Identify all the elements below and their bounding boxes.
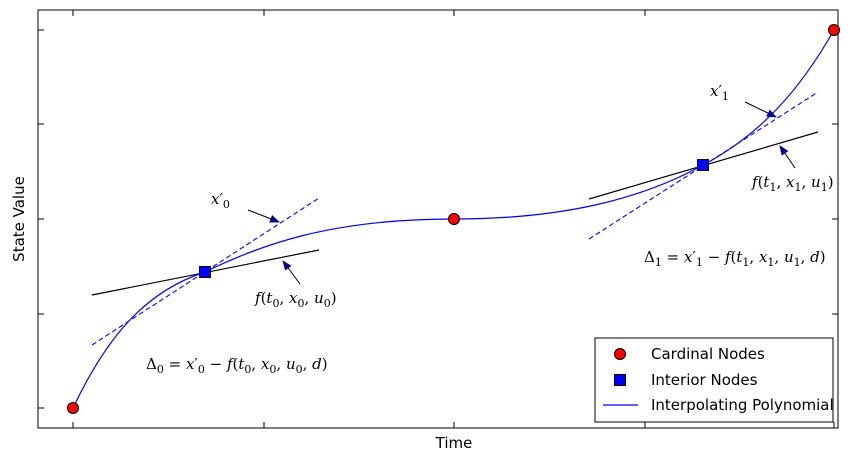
label-xprime1: x′1 — [710, 82, 729, 103]
legend-interior-label: Interior Nodes — [651, 371, 758, 389]
legend-interior-marker — [614, 374, 626, 386]
interior-node — [199, 266, 211, 278]
label-f1: f(t1, x1, u1) — [751, 173, 834, 194]
cardinal-node — [828, 24, 840, 36]
derivative-tangent-0 — [91, 197, 320, 346]
legend-cardinal-marker — [614, 348, 626, 360]
label-delta1: Δ1 = x′1 − f(t1, x1, u1, d) — [644, 248, 826, 269]
x-ticks — [72, 10, 835, 428]
label-delta0: Δ0 = x′0 − f(t0, x0, u0, d) — [146, 355, 328, 376]
arrow-xprime0 — [247, 209, 280, 223]
y-axis-label: State Value — [10, 176, 28, 262]
label-f0: f(t0, x0, u0) — [254, 289, 337, 310]
x-axis-label: Time — [435, 434, 473, 452]
legend-box — [594, 337, 834, 423]
legend-cardinal-label: Cardinal Nodes — [651, 345, 765, 363]
arrow-f0 — [282, 260, 301, 285]
label-xprime0: x′0 — [211, 190, 230, 211]
interior-node — [697, 159, 709, 171]
y-ticks — [38, 29, 838, 409]
cardinal-node — [67, 402, 79, 414]
arrow-xprime1 — [744, 101, 777, 118]
legend: Cardinal Nodes Interior Nodes Interpolat… — [594, 337, 834, 423]
arrow-f1 — [779, 145, 796, 169]
legend-polynomial-label: Interpolating Polynomial — [651, 396, 834, 414]
cardinal-node — [448, 213, 460, 225]
